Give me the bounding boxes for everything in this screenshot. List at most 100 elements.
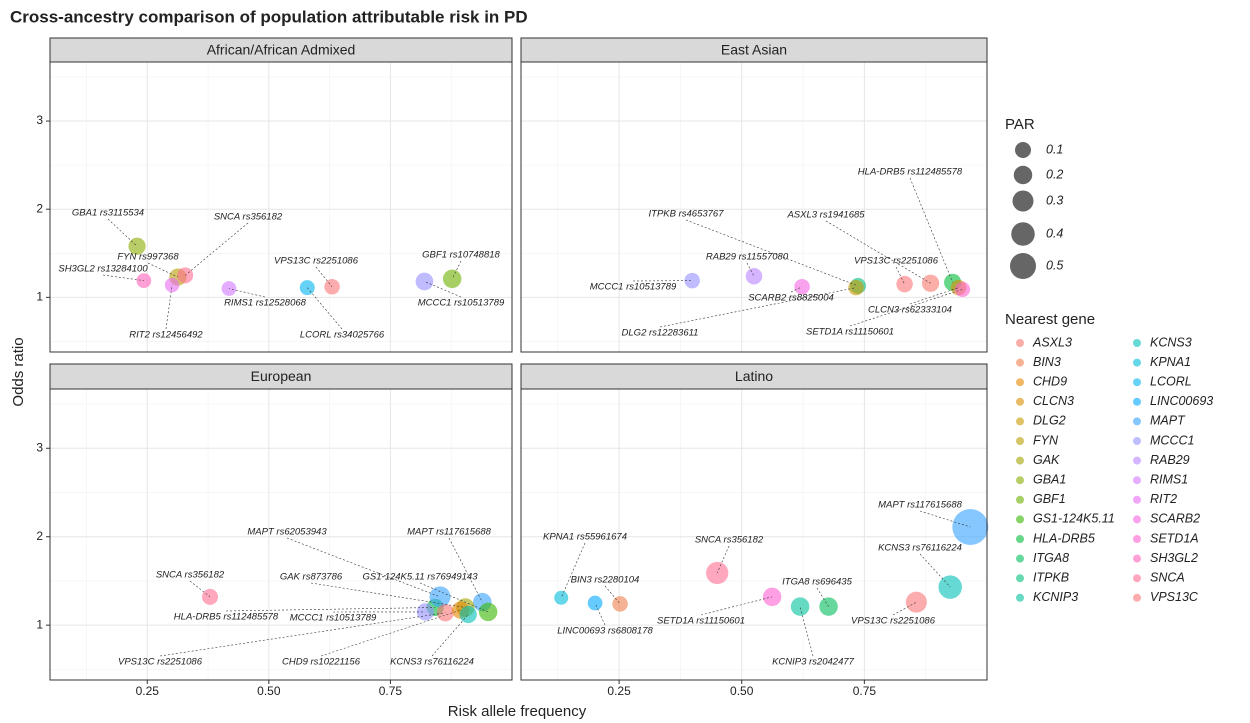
x-tick-label: 0.25 — [136, 684, 160, 698]
y-tick-label: 1 — [36, 290, 43, 304]
color-legend-label: ASXL3 — [1032, 335, 1072, 349]
connector — [700, 596, 773, 616]
point-label: HLA-DRB5 rs112485578 — [858, 167, 963, 178]
color-legend-key — [1016, 417, 1024, 426]
x-tick-label: 0.75 — [853, 684, 877, 698]
point-label: VPS13C rs2251086 — [274, 256, 359, 267]
strip — [520, 363, 988, 390]
point-label: GS1-124K5.11 rs76949143 — [363, 572, 479, 583]
connector — [286, 537, 441, 598]
connector — [189, 580, 211, 598]
color-legend-label: MCCC1 — [1150, 433, 1194, 447]
color-legend-label: ITPKB — [1033, 570, 1069, 584]
point — [612, 596, 628, 612]
color-legend-label: GBF1 — [1033, 492, 1066, 506]
y-tick-label: 3 — [36, 440, 43, 454]
panel-border — [49, 388, 513, 681]
color-legend-key — [1133, 437, 1141, 445]
chart-title: Cross-ancestry comparison of population … — [10, 7, 528, 26]
color-legend-key — [1133, 339, 1141, 347]
point-label: HLA-DRB5 rs112485578 — [174, 612, 279, 623]
connector — [320, 609, 461, 657]
connector — [919, 553, 951, 588]
color-legend-label: LINC00693 — [1150, 394, 1213, 408]
size-legend-label: 0.2 — [1046, 167, 1063, 181]
color-legend-label: VPS13C — [1150, 590, 1199, 604]
strip — [49, 363, 513, 390]
connector — [102, 274, 144, 281]
connector — [165, 284, 173, 330]
color-legend-key — [1016, 554, 1024, 563]
point — [554, 590, 569, 605]
color-legend-key — [1016, 535, 1024, 543]
size-legend-key — [1015, 142, 1031, 158]
connector — [594, 602, 606, 626]
x-tick-label: 0.50 — [257, 684, 281, 698]
point — [459, 605, 477, 624]
connector — [451, 260, 462, 279]
point — [299, 280, 315, 296]
point-label: MCCC1 rs10513789 — [590, 282, 677, 293]
size-legend-key — [1013, 165, 1033, 185]
connector — [307, 287, 343, 330]
connector — [909, 177, 953, 283]
connector — [225, 607, 436, 612]
point-label: RIT2 rs12456492 — [129, 330, 203, 341]
color-legend-label: ITGA8 — [1033, 551, 1069, 565]
color-legend-label: SCARB2 — [1150, 512, 1200, 526]
panel-border — [520, 388, 988, 681]
point-label: GBF1 rs10748818 — [422, 250, 500, 261]
strip — [520, 37, 988, 63]
color-legend-label: GAK — [1033, 453, 1060, 467]
color-legend-key — [1016, 339, 1024, 347]
color-legend-key — [1133, 358, 1141, 367]
panel-border — [520, 61, 988, 353]
color-legend-key — [1016, 358, 1024, 367]
point — [478, 602, 498, 622]
color-legend-key — [1133, 535, 1141, 543]
point-label: KPNA1 rs55961674 — [543, 532, 627, 543]
x-tick-label: 0.50 — [730, 684, 754, 698]
x-tick-label: 0.25 — [607, 684, 631, 698]
point — [954, 281, 971, 298]
size-legend-key — [1012, 190, 1034, 212]
color-legend-key — [1016, 515, 1024, 524]
point-label: ITPKB rs4653767 — [649, 209, 725, 220]
size-legend-label: 0.5 — [1046, 258, 1063, 272]
point-label: DLG2 rs12283611 — [622, 328, 699, 339]
point — [790, 597, 810, 616]
panel-title: European — [251, 368, 312, 384]
color-legend-key — [1016, 574, 1024, 583]
y-tick-label: 3 — [36, 113, 43, 127]
point-label: LCORL rs34025766 — [300, 330, 385, 341]
point-label: SNCA rs356182 — [695, 535, 764, 546]
size-legend-key — [1011, 222, 1035, 246]
point-label: VPS13C rs2251086 — [118, 657, 203, 668]
x-tick-label: 0.75 — [379, 684, 403, 698]
point — [415, 272, 434, 291]
point-label: BIN3 rs2280104 — [571, 575, 640, 586]
point-label: SH3GL2 rs13284100 — [58, 264, 148, 275]
color-legend-key — [1016, 593, 1024, 602]
point-label: KCNS3 rs76116224 — [390, 657, 474, 668]
connector — [147, 262, 179, 278]
point-label: SETD1A rs11150601 — [657, 616, 745, 627]
point-label: SCARB2 rs8825004 — [748, 293, 834, 304]
connector — [185, 222, 249, 276]
point-label: VPS13C rs2251086 — [854, 256, 939, 267]
connector — [909, 287, 959, 305]
point-label: ASXL3 rs1941685 — [786, 210, 865, 221]
size-legend-title: PAR — [1005, 116, 1035, 133]
point-label: MAPT rs117615688 — [407, 527, 492, 538]
color-legend-label: FYN — [1033, 433, 1059, 447]
color-legend-key — [1133, 593, 1141, 602]
color-legend-label: RIMS1 — [1150, 472, 1188, 486]
point — [684, 272, 700, 289]
color-legend-label: RAB29 — [1150, 453, 1190, 467]
color-legend-label: KCNS3 — [1150, 335, 1192, 349]
color-legend-key — [1016, 378, 1024, 387]
connector — [159, 612, 446, 657]
point — [905, 591, 927, 613]
connector — [919, 510, 971, 528]
